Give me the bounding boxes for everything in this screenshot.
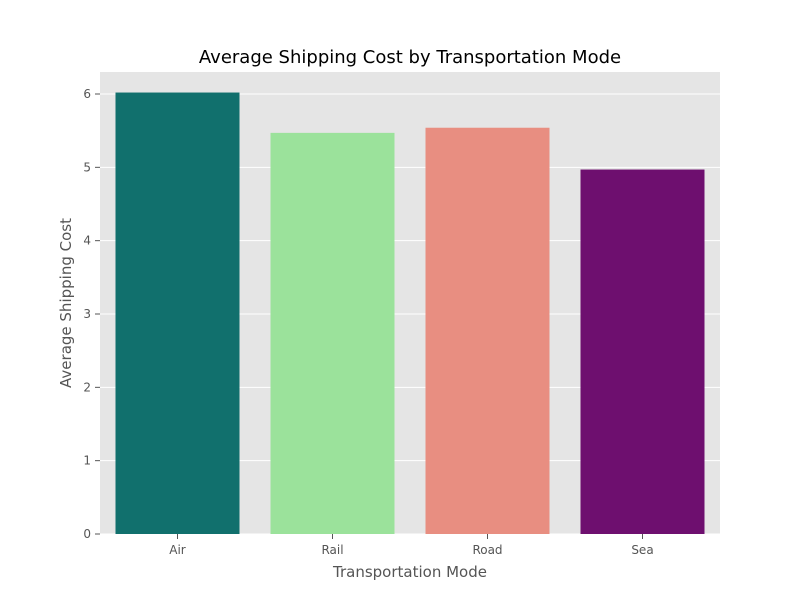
bar-sea xyxy=(580,169,705,535)
x-tick-label: Road xyxy=(472,543,502,557)
x-axis-label: Transportation Mode xyxy=(332,563,487,581)
bars xyxy=(115,92,705,535)
y-axis-label: Average Shipping Cost xyxy=(57,218,75,388)
x-tick-label: Rail xyxy=(321,543,343,557)
y-tick-label: 2 xyxy=(83,380,91,394)
x-tick-label: Air xyxy=(169,543,186,557)
x-axis-ticks: Air Rail Road Sea xyxy=(169,534,654,557)
x-tick-label: Sea xyxy=(631,543,653,557)
bar-air xyxy=(115,92,240,535)
chart-title: Average Shipping Cost by Transportation … xyxy=(199,47,621,68)
y-tick-label: 6 xyxy=(83,87,91,101)
y-axis-ticks: 0 1 2 3 4 5 6 xyxy=(83,87,100,541)
y-tick-label: 0 xyxy=(83,527,91,541)
y-tick-label: 5 xyxy=(83,160,91,174)
bar-rail xyxy=(270,132,395,534)
bar-road xyxy=(425,127,550,534)
y-tick-label: 1 xyxy=(83,454,91,468)
y-tick-label: 3 xyxy=(83,307,91,321)
y-tick-label: 4 xyxy=(83,234,91,248)
